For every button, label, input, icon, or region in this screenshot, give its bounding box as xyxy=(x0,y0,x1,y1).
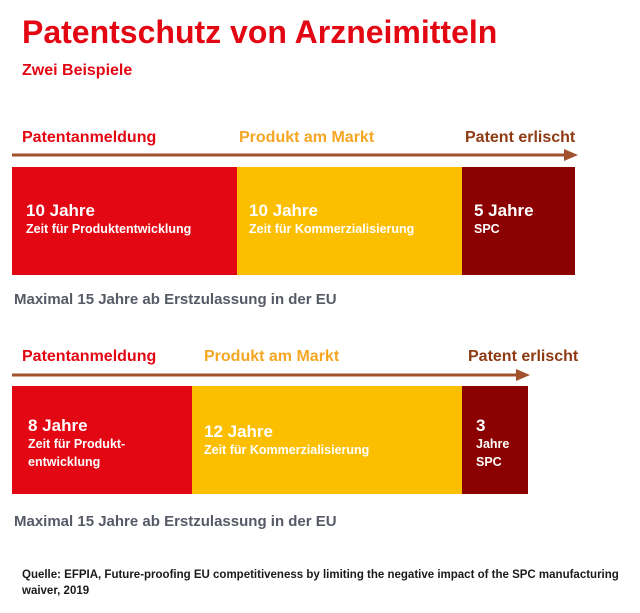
segment-commercialization-years: 10 Jahre xyxy=(249,201,318,220)
page-title: Patentschutz von Arzneimitteln xyxy=(22,14,498,50)
segment-commercialization: 12 Jahre Zeit für Kommerzialisierung xyxy=(192,386,462,494)
timeline-arrow-icon xyxy=(12,149,578,161)
label-patent-expires: Patent erlischt xyxy=(465,129,576,146)
segment-commercialization: 10 Jahre Zeit für Kommerzialisierung xyxy=(237,167,462,275)
segment-commercialization-years: 12 Jahre xyxy=(204,422,273,441)
segment-development-text: Zeit für Produkt- entwicklung xyxy=(28,437,126,469)
segment-development-text: Zeit für Produktentwicklung xyxy=(26,222,192,237)
label-patent-expires: Patent erlischt xyxy=(468,348,579,365)
segment-spc-text: SPC xyxy=(474,222,500,237)
segment-spc: 3 Jahre SPC xyxy=(462,386,528,494)
segment-spc-years: 5 Jahre xyxy=(474,201,534,220)
example-2-note: Maximal 15 Jahre ab Erstzulassung in der… xyxy=(14,513,337,530)
segment-development-years: 8 Jahre xyxy=(28,416,88,435)
label-patent-application: Patentanmeldung xyxy=(22,129,157,146)
label-product-on-market: Produkt am Markt xyxy=(204,348,340,365)
segment-development: 10 Jahre Zeit für Produktentwicklung xyxy=(12,167,237,275)
segment-commercialization-text: Zeit für Kommerzialisierung xyxy=(249,222,415,237)
label-patent-application: Patentanmeldung xyxy=(22,348,157,365)
page-subtitle: Zwei Beispiele xyxy=(22,62,133,79)
segment-development-years: 10 Jahre xyxy=(26,201,95,220)
segment-spc-text: Jahre SPC xyxy=(476,437,510,469)
segment-spc-years: 3 xyxy=(476,416,486,435)
timeline-arrow-icon xyxy=(12,369,530,381)
label-product-on-market: Produkt am Markt xyxy=(239,129,375,146)
segment-development: 8 Jahre Zeit für Produkt- entwicklung xyxy=(12,386,192,494)
segment-commercialization-text: Zeit für Kommerzialisierung xyxy=(204,443,370,458)
example-1-note: Maximal 15 Jahre ab Erstzulassung in der… xyxy=(14,291,337,308)
segment-spc: 5 Jahre SPC xyxy=(462,167,575,275)
source-citation: Quelle: EFPIA, Future-proofing EU compet… xyxy=(22,569,619,598)
